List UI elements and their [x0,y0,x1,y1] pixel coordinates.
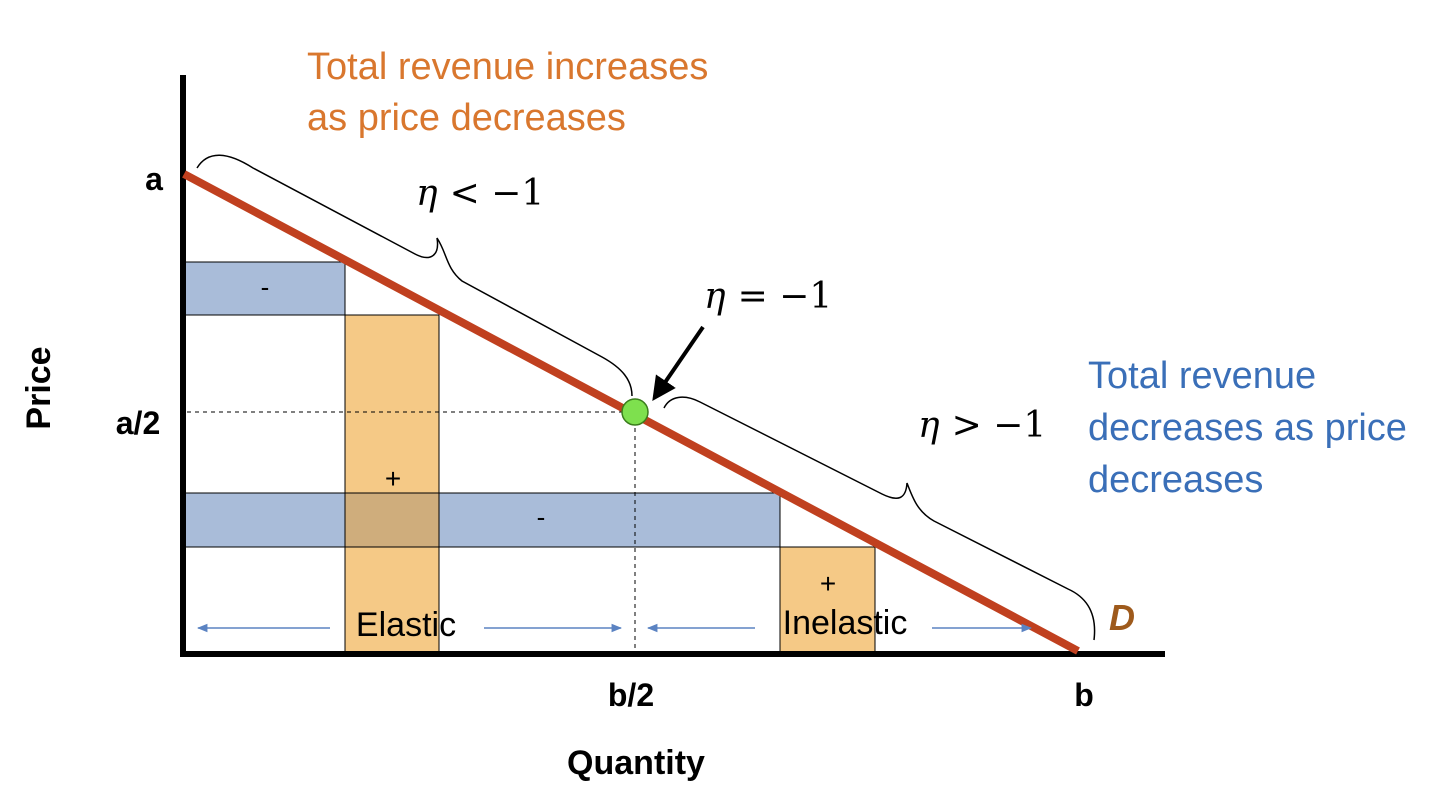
demand-label: D [1109,597,1135,638]
upper-loss-sign: - [261,272,270,302]
y-tick-a-half: a/2 [116,405,160,441]
unit-elastic-point [621,398,649,426]
upper-gain-rect [344,314,440,657]
elasticity-upper-relation: < −1 [450,173,545,214]
lower-gain-sign: + [820,568,836,599]
x-tick-b-half: b/2 [608,677,654,713]
elasticity-unit: η = −1 [704,276,832,317]
inelastic-note-line2: decreases as price [1088,407,1407,449]
lower-gain-rect [779,546,876,657]
inelastic-region-label: Inelastic [783,604,908,642]
elastic-note-line2: as price decreases [307,97,626,139]
x-axis-label: Quantity [567,744,705,782]
x-tick-b: b [1074,677,1094,713]
inelastic-note-line1: Total revenue [1088,355,1316,397]
lower-loss-rect [182,492,781,548]
inelastic-brace [663,396,1096,641]
inelastic-note-line3: decreases [1088,459,1263,501]
elasticity-lower-symbol: η [918,405,940,446]
elasticity-lower: η > −1 [918,405,1046,446]
elastic-note-line1: Total revenue increases [307,46,708,88]
elasticity-upper-symbol: η [416,173,438,214]
upper-gain-sign: + [385,463,401,494]
elasticity-upper: η < −1 [416,173,544,214]
elastic-brace [196,154,633,397]
upper-loss-rect [182,261,346,316]
elastic-region-label: Elastic [356,606,456,644]
unit-elastic-pointer [652,325,705,401]
overlap-rect [344,492,440,548]
y-axis-label: Price [20,346,58,429]
lower-loss-sign: - [537,502,546,532]
elasticity-unit-relation: = −1 [738,276,833,317]
y-tick-a: a [145,161,163,197]
elasticity-lower-relation: > −1 [952,405,1047,446]
elasticity-unit-symbol: η [704,276,726,317]
